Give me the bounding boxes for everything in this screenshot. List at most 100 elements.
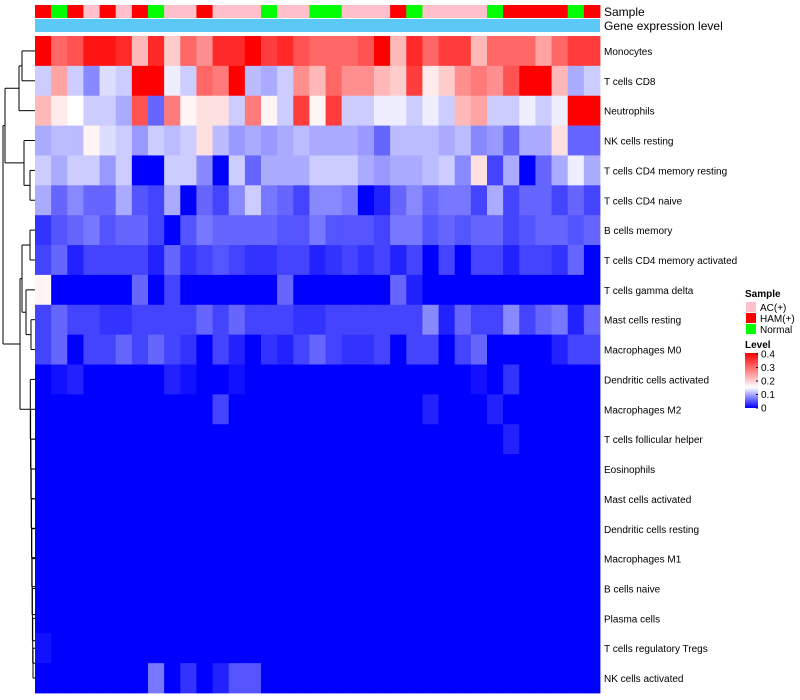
heatmap-cell	[454, 603, 472, 634]
heatmap-cell	[83, 663, 100, 694]
heatmap-cell	[357, 274, 375, 306]
heatmap-cell	[212, 125, 230, 156]
heatmap-cell	[309, 215, 326, 246]
sample-annotation-cell	[503, 5, 520, 18]
heatmap-cell	[454, 185, 472, 216]
heatmap-cell	[261, 394, 278, 425]
heatmap-cell	[374, 513, 391, 545]
heatmap-cells	[35, 36, 601, 694]
heatmap-cell	[325, 603, 343, 634]
heatmap-cell	[390, 633, 407, 664]
heatmap-cell	[519, 424, 536, 455]
heatmap-cell	[470, 633, 488, 664]
heatmap-cell	[99, 633, 117, 664]
sample-annotation-cell	[454, 5, 472, 18]
heatmap-cell	[131, 603, 149, 634]
heatmap-cell	[277, 125, 294, 156]
heatmap-cell	[583, 215, 601, 246]
heatmap-cell	[519, 483, 536, 515]
heatmap-cell	[35, 304, 52, 336]
heatmap-cell	[325, 573, 343, 604]
heatmap-cell	[83, 633, 100, 664]
heatmap-cell	[131, 155, 149, 186]
heatmap-cell	[390, 603, 407, 634]
heatmap-cell	[228, 424, 246, 455]
heatmap-cell	[83, 424, 100, 455]
heatmap-cell	[519, 185, 536, 216]
heatmap-cell	[67, 513, 84, 545]
heatmap-cell	[438, 185, 456, 216]
heatmap-cell	[309, 334, 326, 365]
heatmap-cell	[196, 424, 213, 455]
heatmap-cell	[438, 36, 456, 67]
heatmap-cell	[503, 483, 520, 515]
heatmap-cell	[83, 543, 100, 574]
heatmap-cell	[164, 483, 181, 515]
heatmap-cell	[422, 95, 439, 126]
heatmap-cell	[51, 543, 68, 574]
heatmap-cell	[196, 304, 213, 336]
heatmap-cell	[583, 304, 601, 336]
legend-tick-label: 0.3	[761, 363, 775, 374]
heatmap-cell	[325, 155, 343, 186]
heatmap-cell	[438, 245, 456, 276]
heatmap-cell	[551, 125, 569, 156]
heatmap-cell	[535, 155, 552, 186]
heatmap-cell	[374, 543, 391, 574]
heatmap-cell	[180, 304, 197, 336]
heatmap-cell	[131, 65, 149, 97]
heatmap-cell	[503, 155, 520, 186]
heatmap-cell	[261, 543, 278, 574]
heatmap-cell	[357, 454, 375, 485]
heatmap-cell	[164, 454, 181, 485]
heatmap-cell	[357, 36, 375, 67]
heatmap-cell	[180, 36, 197, 67]
heatmap-cell	[438, 95, 456, 126]
heatmap-cell	[519, 513, 536, 545]
heatmap-cell	[583, 483, 601, 515]
heatmap-cell	[309, 543, 326, 574]
heatmap-cell	[35, 394, 52, 425]
heatmap-cell	[341, 603, 359, 634]
heatmap-cell	[35, 65, 52, 97]
heatmap-cell	[164, 513, 181, 545]
heatmap-cell	[277, 633, 294, 664]
heatmap-cell	[535, 36, 552, 67]
heatmap-cell	[454, 125, 472, 156]
heatmap-cell	[293, 424, 310, 455]
heatmap-cell	[567, 65, 585, 97]
heatmap-cell	[503, 454, 520, 485]
heatmap-cell	[487, 633, 504, 664]
heatmap-cell	[567, 304, 585, 336]
heatmap-cell	[261, 274, 278, 306]
heatmap-cell	[293, 185, 310, 216]
heatmap-cell	[487, 155, 504, 186]
heatmap-cell	[212, 364, 230, 395]
heatmap-cell	[583, 573, 601, 604]
heatmap-cell	[357, 95, 375, 126]
heatmap-cell	[67, 185, 84, 216]
heatmap-cell	[67, 573, 84, 604]
heatmap-cell	[244, 424, 262, 455]
heatmap-cell	[438, 364, 456, 395]
heatmap-cell	[406, 155, 423, 186]
heatmap-cell	[325, 394, 343, 425]
heatmap-cell	[325, 364, 343, 395]
sample-annotation-cell	[131, 5, 149, 18]
legend-sample-title: Sample	[745, 289, 781, 300]
heatmap-cell	[374, 155, 391, 186]
row-label: Mast cells resting	[604, 316, 681, 327]
heatmap-cell	[503, 215, 520, 246]
heatmap-cell	[470, 95, 488, 126]
heatmap-cell	[51, 125, 68, 156]
heatmap-cell	[422, 334, 439, 365]
heatmap-cell	[99, 36, 117, 67]
heatmap-cell	[293, 65, 310, 97]
heatmap-cell	[357, 424, 375, 455]
row-label: Macrophages M0	[604, 346, 682, 357]
heatmap-cell	[454, 663, 472, 694]
heatmap-cell	[470, 125, 488, 156]
heatmap-cell	[454, 483, 472, 515]
heatmap-cell	[454, 513, 472, 545]
heatmap-cell	[196, 603, 213, 634]
